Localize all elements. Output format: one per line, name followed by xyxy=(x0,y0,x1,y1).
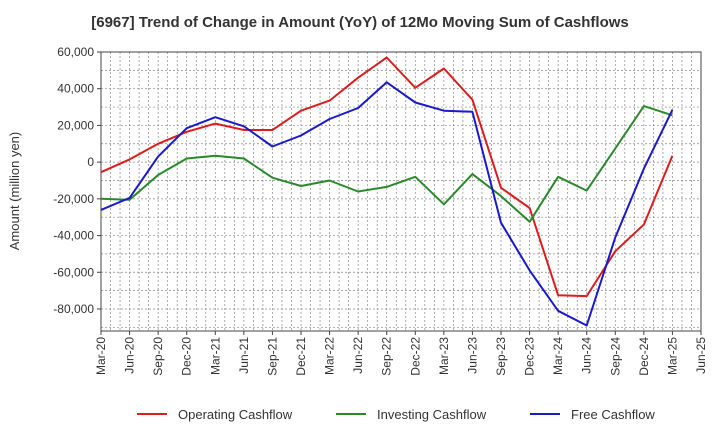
series-line-free-cashflow xyxy=(100,81,674,327)
x-tick-label: Jun-22 xyxy=(351,337,365,374)
series-line-operating-cashflow xyxy=(100,56,674,298)
x-tick-label: Sep-23 xyxy=(494,337,508,376)
legend-label-free-cashflow: Free Cashflow xyxy=(571,407,655,422)
chart-title: [6967] Trend of Change in Amount (YoY) o… xyxy=(91,14,629,31)
x-tick-label: Sep-21 xyxy=(265,337,279,376)
y-tick-label: 20,000 xyxy=(57,118,94,132)
y-tick-label: 40,000 xyxy=(57,82,94,96)
x-tick-label: Sep-22 xyxy=(380,337,394,376)
x-tick-label: Mar-23 xyxy=(437,337,451,375)
y-tick-label: -40,000 xyxy=(53,229,94,243)
x-tick-label: Dec-22 xyxy=(408,337,422,376)
plot-background xyxy=(101,52,701,331)
x-tick-label: Dec-21 xyxy=(294,337,308,376)
y-tick-label: -60,000 xyxy=(53,265,94,279)
x-tick-label: Dec-24 xyxy=(637,337,651,376)
x-tick-label: Mar-22 xyxy=(323,337,337,375)
y-axis: 60,000 40,000 20,000 0 -20,000 -40,000 -60,000… xyxy=(53,45,101,316)
y-axis-title: Amount (million yen) xyxy=(7,132,22,251)
legend: Operating Cashflow Investing Cashflow Free… xyxy=(137,407,655,422)
x-tick-label: Sep-20 xyxy=(151,337,165,376)
y-tick-label: -20,000 xyxy=(53,192,94,206)
x-tick-label: Jun-23 xyxy=(465,337,479,374)
y-tick-label: -80,000 xyxy=(53,302,94,316)
x-tick-label: Mar-20 xyxy=(94,337,108,375)
x-tick-label: Dec-20 xyxy=(180,337,194,376)
x-axis: Mar-20 Jun-20 Sep-20 Dec-20 Mar-21 Jun-21 Sep-… xyxy=(94,331,708,376)
x-tick-label: Sep-24 xyxy=(608,337,622,376)
x-tick-label: Jun-24 xyxy=(580,337,594,374)
x-tick-label: Jun-21 xyxy=(237,337,251,374)
x-tick-label: Mar-24 xyxy=(551,337,565,375)
plot-area xyxy=(100,51,702,332)
series-line-investing-cashflow xyxy=(100,105,673,223)
x-tick-label: Jun-20 xyxy=(123,337,137,374)
x-tick-label: Mar-25 xyxy=(665,337,679,375)
y-tick-label: 0 xyxy=(87,155,94,169)
x-tick-label: Mar-21 xyxy=(208,337,222,375)
legend-label-operating-cashflow: Operating Cashflow xyxy=(178,407,293,422)
legend-label-investing-cashflow: Investing Cashflow xyxy=(377,407,487,422)
x-tick-label: Jun-25 xyxy=(694,337,708,374)
y-tick-label: 60,000 xyxy=(57,45,94,59)
series-layer xyxy=(100,56,674,327)
x-tick-label: Dec-23 xyxy=(523,337,537,376)
plot-frame xyxy=(100,51,702,332)
